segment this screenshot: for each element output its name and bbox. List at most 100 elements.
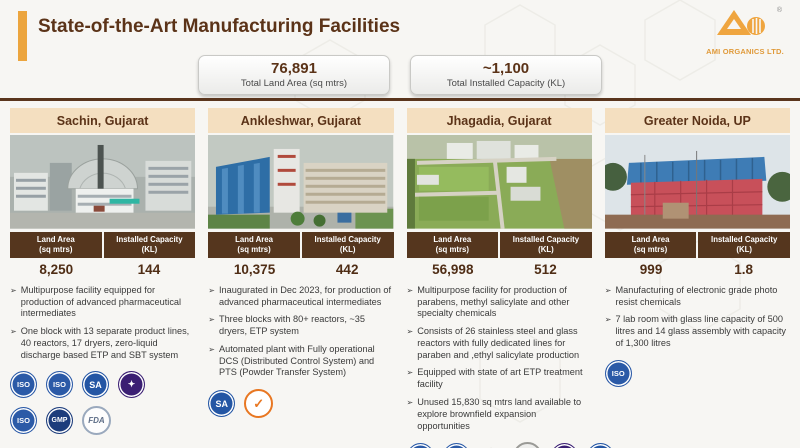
total-installed-capacity-stat: ~1,100 Total Installed Capacity (KL) bbox=[410, 55, 602, 95]
facility-photo-jhagadia bbox=[406, 135, 592, 229]
bullet-arrow-icon: ➢ bbox=[10, 285, 17, 295]
bullet-text: Consists of 26 stainless steel and glass… bbox=[417, 326, 580, 360]
bullet-text: Equipped with state of art ETP treatment… bbox=[417, 367, 583, 390]
facility-stats-values: 8,250 144 bbox=[10, 262, 195, 277]
facility-photo-ankleshwar bbox=[208, 135, 394, 229]
land-area-value: 10,375 bbox=[233, 261, 276, 277]
table-header-line: Installed Capacity bbox=[116, 234, 183, 244]
facility-bullet: ➢ Consists of 26 stainless steel and glas… bbox=[407, 326, 590, 361]
kosher-star-certification-badge: ★ bbox=[479, 444, 504, 448]
facility-bullet: ➢ Unused 15,830 sq mtrs land available to… bbox=[407, 397, 590, 432]
facility-name: Ankleshwar, Gujarat bbox=[208, 108, 394, 133]
bullet-text: Three blocks with 80+ reactors, ~35 drye… bbox=[218, 314, 366, 337]
bullet-text: Manufacturing of electronic grade photo … bbox=[615, 284, 778, 307]
facility-bullets: ➢ Multipurpose facility for production of… bbox=[407, 285, 592, 438]
bullet-arrow-icon: ➢ bbox=[10, 327, 17, 337]
table-header-line: Land Area bbox=[433, 234, 472, 244]
bullet-text: Unused 15,830 sq mtrs land available to … bbox=[417, 396, 582, 431]
iso-certification-badge: ISO bbox=[406, 443, 434, 448]
sa8000-certification-badge: SA bbox=[82, 371, 109, 399]
facility-bullets: ➢ Inaugurated in Dec 2023, for production… bbox=[208, 285, 393, 385]
certification-badges: ISO ISO SA ✦ ISO GMP FDA bbox=[10, 371, 195, 443]
badge-row: ISO ISO SA ✦ bbox=[10, 371, 195, 399]
installed-capacity-header: Installed Capacity (KL) bbox=[500, 231, 592, 258]
bullet-text: Multipurpose facility for production of … bbox=[417, 284, 570, 319]
badge-row: SA ✓ bbox=[208, 389, 393, 419]
registered-trademark: ® bbox=[776, 7, 782, 14]
facility-name: Sachin, Gujarat bbox=[10, 108, 196, 133]
ami-organics-logo-icon bbox=[717, 10, 765, 35]
iso-certification-badge: ISO bbox=[442, 443, 470, 448]
facility-stats-values: 999 1.8 bbox=[605, 262, 790, 277]
land-area-value: 56,998 bbox=[432, 261, 474, 277]
bullet-arrow-icon: ➢ bbox=[208, 315, 215, 325]
table-header-line: Land Area bbox=[631, 234, 670, 244]
installed-capacity-header: Installed Capacity (KL) bbox=[103, 231, 196, 258]
facility-stats-table: Land Area (sq mtrs) Installed Capacity (… bbox=[406, 231, 592, 258]
company-name: AMI ORGANICS LTD. bbox=[706, 47, 784, 56]
stat-value: ~1,100 bbox=[482, 60, 530, 77]
facility-stats-table: Land Area (sq mtrs) Installed Capacity (… bbox=[208, 231, 394, 258]
badge-row: ISO GMP FDA bbox=[10, 406, 195, 436]
sgs-check-certification-badge: ✓ bbox=[244, 389, 274, 419]
land-area-header: Land Area (sq mtrs) bbox=[406, 231, 499, 258]
table-header-line: Installed Capacity bbox=[711, 234, 778, 244]
badge-row: ISO bbox=[604, 359, 790, 387]
bullet-arrow-icon: ➢ bbox=[406, 327, 414, 337]
bullet-text: One block with 13 separate product lines… bbox=[20, 326, 190, 360]
bullet-arrow-icon: ➢ bbox=[604, 285, 612, 295]
facility-photo-greater-noida bbox=[604, 135, 790, 229]
installed-capacity-header: Installed Capacity (KL) bbox=[698, 231, 790, 258]
facility-photo-sachin bbox=[10, 135, 196, 229]
facility-bullet: ➢ One block with 13 separate product line… bbox=[10, 326, 193, 361]
iso-certification-badge: ISO bbox=[604, 359, 632, 387]
facility-stats-table: Land Area (sq mtrs) Installed Capacity (… bbox=[10, 231, 196, 258]
iso-certification-badge: ISO bbox=[10, 407, 37, 435]
title-accent-bar bbox=[18, 11, 27, 61]
company-logo: ® AMI ORGANICS LTD. bbox=[706, 7, 784, 56]
total-land-area-stat: 76,891 Total Land Area (sq mtrs) bbox=[198, 55, 390, 95]
table-header-line: (sq mtrs) bbox=[237, 244, 271, 254]
iso-certification-badge: ISO bbox=[10, 371, 37, 399]
table-header-line: Installed Capacity bbox=[314, 234, 381, 244]
fda-certification-badge: FDA bbox=[82, 406, 111, 436]
land-area-value: 999 bbox=[639, 261, 663, 277]
facility-bullet: ➢ Three blocks with 80+ reactors, ~35 dry… bbox=[208, 314, 391, 338]
bullet-text: Inaugurated in Dec 2023, for production … bbox=[218, 284, 392, 307]
halal-certification-badge bbox=[512, 442, 542, 448]
facility-stats-values: 10,375 442 bbox=[208, 262, 393, 277]
table-header-line: Installed Capacity bbox=[512, 234, 580, 244]
bullet-arrow-icon: ➢ bbox=[604, 315, 612, 325]
facility-stats-values: 56,998 512 bbox=[407, 262, 592, 277]
slide-title: State-of-the-Art Manufacturing Facilitie… bbox=[38, 16, 401, 37]
certification-badges: SA ✓ bbox=[208, 389, 393, 426]
award-emblem-badge: ✦ bbox=[550, 443, 578, 448]
facility-bullets: ➢ Multipurpose facility equipped for prod… bbox=[10, 285, 195, 368]
facility-bullet: ➢ Manufacturing of electronic grade photo… bbox=[605, 285, 788, 309]
facility-name: Greater Noida, UP bbox=[604, 108, 790, 133]
land-area-value: 8,250 bbox=[39, 261, 74, 277]
installed-capacity-value: 1.8 bbox=[734, 261, 754, 277]
section-divider bbox=[0, 98, 800, 101]
table-header-line: (KL) bbox=[339, 244, 356, 254]
bullet-text: Multipurpose facility equipped for produ… bbox=[20, 284, 182, 319]
bullet-arrow-icon: ➢ bbox=[406, 368, 414, 378]
table-header-line: Land Area bbox=[235, 234, 273, 244]
stat-label: Total Installed Capacity (KL) bbox=[446, 78, 566, 89]
table-header-line: (sq mtrs) bbox=[633, 244, 668, 254]
bullet-arrow-icon: ➢ bbox=[208, 344, 215, 354]
land-area-header: Land Area (sq mtrs) bbox=[208, 231, 300, 258]
facility-bullet: ➢ Multipurpose facility equipped for prod… bbox=[10, 285, 193, 320]
stat-label: Total Land Area (sq mtrs) bbox=[240, 78, 348, 89]
bullet-arrow-icon: ➢ bbox=[406, 285, 414, 295]
table-header-line: Land Area bbox=[36, 234, 75, 244]
installed-capacity-header: Installed Capacity (KL) bbox=[301, 231, 394, 258]
table-header-line: (KL) bbox=[141, 244, 158, 254]
facility-stats-table: Land Area (sq mtrs) Installed Capacity (… bbox=[604, 231, 790, 258]
bullet-text: 7 lab room with glass line capacity of 5… bbox=[615, 314, 787, 348]
facility-bullets: ➢ Manufacturing of electronic grade photo… bbox=[605, 285, 790, 356]
facility-bullet: ➢ Equipped with state of art ETP treatmen… bbox=[407, 367, 590, 391]
gmp-certification-badge: GMP bbox=[46, 407, 73, 435]
